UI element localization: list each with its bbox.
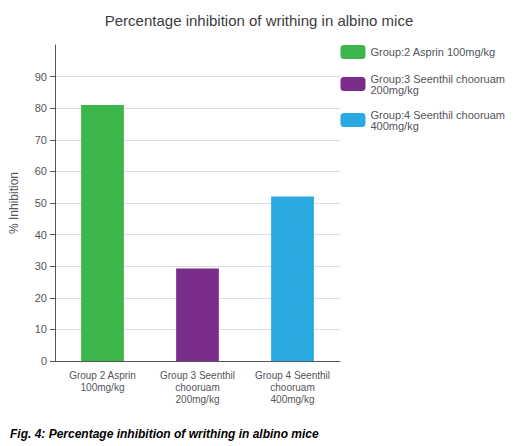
svg-text:0: 0 <box>41 355 47 367</box>
svg-text:chooruam: chooruam <box>270 382 314 393</box>
svg-text:Group:4 Seenthil chooruam: Group:4 Seenthil chooruam <box>370 108 505 121</box>
svg-text:200mg/kg: 200mg/kg <box>370 84 418 96</box>
svg-text:70: 70 <box>35 134 47 146</box>
svg-text:20: 20 <box>35 292 47 304</box>
svg-text:80: 80 <box>35 102 47 114</box>
svg-text:Group:3 Seenthil chooruam: Group:3 Seenthil chooruam <box>370 72 505 85</box>
svg-text:50: 50 <box>35 197 47 209</box>
svg-text:90: 90 <box>35 71 47 83</box>
svg-text:Group 3 Seenthil: Group 3 Seenthil <box>160 370 235 381</box>
svg-text:60: 60 <box>35 165 47 177</box>
svg-text:Fig. 4: Percentage inhibition: Fig. 4: Percentage inhibition of writhin… <box>10 427 319 441</box>
svg-text:100mg/kg: 100mg/kg <box>81 382 125 393</box>
svg-text:Group 4 Seenthil: Group 4 Seenthil <box>255 370 330 381</box>
svg-text:% Inhibition: % Inhibition <box>7 172 21 234</box>
svg-text:Percentage inhibition of writh: Percentage inhibition of writhing in alb… <box>105 12 414 29</box>
svg-text:400mg/kg: 400mg/kg <box>271 394 315 405</box>
svg-text:40: 40 <box>35 229 47 241</box>
svg-text:400mg/kg: 400mg/kg <box>370 120 418 132</box>
svg-text:Group:2 Asprin 100mg/kg: Group:2 Asprin 100mg/kg <box>370 46 495 58</box>
svg-text:Group 2 Asprin: Group 2 Asprin <box>69 370 136 381</box>
svg-text:10: 10 <box>35 323 47 335</box>
svg-text:30: 30 <box>35 260 47 272</box>
svg-text:chooruam: chooruam <box>175 382 219 393</box>
svg-text:200mg/kg: 200mg/kg <box>176 394 220 405</box>
